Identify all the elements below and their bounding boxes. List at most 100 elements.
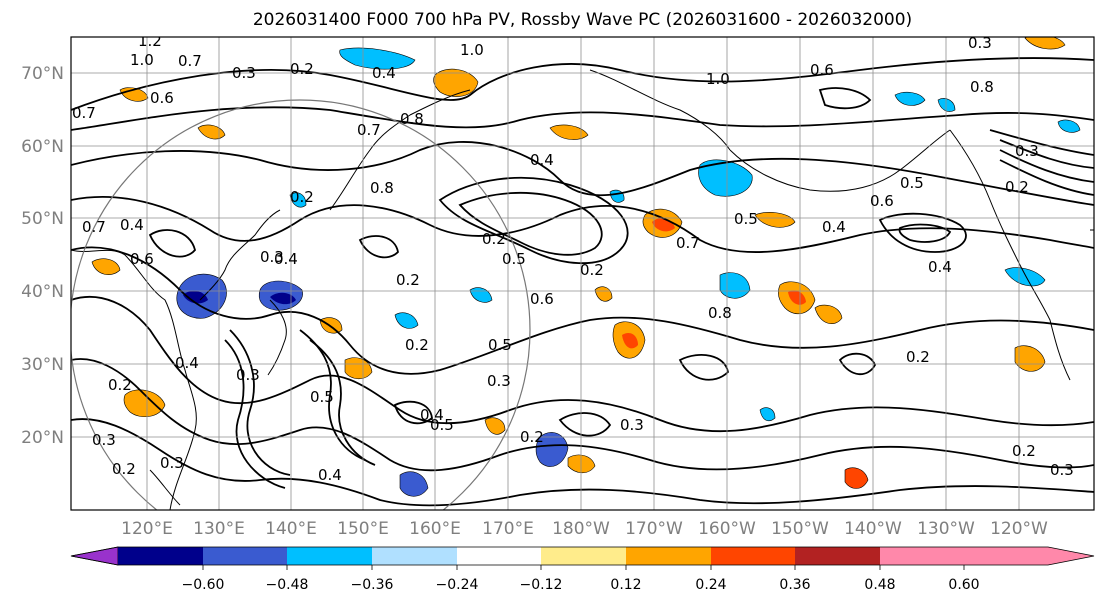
lon-label: 130°W	[917, 519, 975, 539]
contour-label: 0.3	[236, 366, 260, 384]
contour-label: 0.6	[810, 61, 834, 79]
lon-label: 170°W	[625, 519, 683, 539]
contour-label: 0.5	[502, 250, 526, 268]
contour-label: 0.4	[928, 258, 952, 276]
colorbar-segment	[118, 547, 203, 565]
contour-label: 0.3	[487, 372, 511, 390]
lon-label: 140°W	[844, 519, 902, 539]
range-circle	[71, 99, 531, 510]
contour-label: 0.4	[274, 250, 298, 268]
lon-label: 120°W	[990, 519, 1048, 539]
contour-label: 0.4	[530, 151, 554, 169]
contour-label: 0.6	[530, 290, 554, 308]
lon-label: 150°W	[771, 519, 829, 539]
lon-label: 160°E	[409, 519, 461, 539]
contour-label: 0.2	[112, 460, 136, 478]
colorbar-tick: 0.36	[779, 577, 810, 593]
lon-label: 180°W	[552, 519, 610, 539]
plot-frame	[70, 36, 1095, 511]
contour-label: 0.2	[290, 60, 314, 78]
lat-label: 50°N	[21, 209, 64, 229]
longitude-labels: 120°E 130°E 140°E 150°E 160°E 170°E 180°…	[121, 519, 1048, 539]
lon-label: 150°E	[337, 519, 389, 539]
lat-label: 70°N	[21, 64, 64, 84]
coastlines	[71, 69, 1094, 510]
colorbar-segment	[457, 547, 541, 565]
contour-label: 0.5	[900, 174, 924, 192]
contour-label: 0.4	[372, 64, 396, 82]
contour-label: 0.5	[310, 388, 334, 406]
colorbar-segment	[372, 547, 457, 565]
contour-label: 0.7	[178, 52, 202, 70]
colorbar-tick: −0.60	[182, 577, 225, 593]
colorbar-tick: 0.24	[695, 577, 726, 593]
contour-label: 0.7	[676, 234, 700, 252]
colorbar-segment	[880, 547, 964, 565]
lat-label: 30°N	[21, 355, 64, 375]
colorbar-extend-min	[70, 546, 119, 566]
colorbar-tick: 0.48	[864, 577, 895, 593]
contour-label: 0.4	[420, 406, 444, 424]
contour-label: 0.5	[430, 416, 454, 434]
contour-label: 0.5	[488, 336, 512, 354]
colorbar-tick: −0.48	[266, 577, 309, 593]
contour-label: 0.2	[482, 230, 506, 248]
contour-label: 0.3	[92, 431, 116, 449]
colorbar-tick: −0.24	[436, 577, 479, 593]
lat-label: 20°N	[21, 428, 64, 448]
contour-label: 0.2	[405, 336, 429, 354]
contour-label: 0.2	[396, 271, 420, 289]
contour-label: 1.0	[460, 41, 484, 59]
contour-label: 0.7	[357, 121, 381, 139]
contour-label: 0.7	[82, 218, 106, 236]
contour-label: 0.3	[160, 454, 184, 472]
colorbar-segment	[711, 547, 795, 565]
contour-label: 0.6	[130, 250, 154, 268]
colorbar-segment	[203, 547, 287, 565]
colorbar-tick: −0.36	[351, 577, 394, 593]
contour-label: 0.2	[580, 261, 604, 279]
contour-label: 0.3	[1015, 142, 1039, 160]
contour-label: 0.2	[108, 376, 132, 394]
contour-label: 0.2	[1005, 178, 1029, 196]
contour-label: 0.3	[232, 64, 256, 82]
contour-label: 0.8	[400, 110, 424, 128]
pv-contours	[71, 57, 1094, 507]
colorbar-tick: 0.12	[610, 577, 641, 593]
lat-label: 40°N	[21, 282, 64, 302]
contour-label: 1.0	[706, 70, 730, 88]
contour-label: 0.4	[822, 218, 846, 236]
contour-label: 0.4	[318, 466, 342, 484]
lon-label: 130°E	[193, 519, 245, 539]
contour-label: 0.4	[175, 354, 199, 372]
colorbar: −0.60 −0.48 −0.36 −0.24 −0.12 0.12 0.24 …	[70, 546, 1095, 593]
colorbar-segment	[795, 547, 880, 565]
contour-label: 1.0	[130, 51, 154, 69]
contour-label: 0.2	[1012, 442, 1036, 460]
colorbar-segment	[626, 547, 711, 565]
colorbar-tick: 0.60	[948, 577, 979, 593]
contour-label: 0.6	[150, 89, 174, 107]
contour-label: 0.4	[120, 216, 144, 234]
contour-label: 0.2	[906, 348, 930, 366]
contour-labels: 1.2 1.0 0.7 0.3 0.2 0.4 1.0 0.6 0.7 0.8 …	[72, 32, 1074, 484]
colorbar-segment	[541, 547, 626, 565]
contour-label: 0.3	[968, 34, 992, 52]
latitude-labels: 70°N 60°N 50°N 40°N 30°N 20°N	[21, 64, 64, 448]
contour-label: 0.3	[1050, 461, 1074, 479]
contour-label: 0.2	[520, 428, 544, 446]
lon-label: 170°E	[482, 519, 534, 539]
contour-label: 0.5	[734, 210, 758, 228]
contour-label: 0.7	[72, 104, 96, 122]
lat-label: 60°N	[21, 137, 64, 157]
graticule	[71, 37, 1094, 510]
plot-area	[71, 37, 1094, 510]
anomaly-fills	[91, 37, 1081, 497]
contour-label: 1.2	[138, 32, 162, 50]
lon-label: 140°E	[265, 519, 317, 539]
contour-label: 0.8	[970, 78, 994, 96]
colorbar-segment	[287, 547, 372, 565]
colorbar-tick: −0.12	[520, 577, 563, 593]
lon-label: 160°W	[698, 519, 756, 539]
